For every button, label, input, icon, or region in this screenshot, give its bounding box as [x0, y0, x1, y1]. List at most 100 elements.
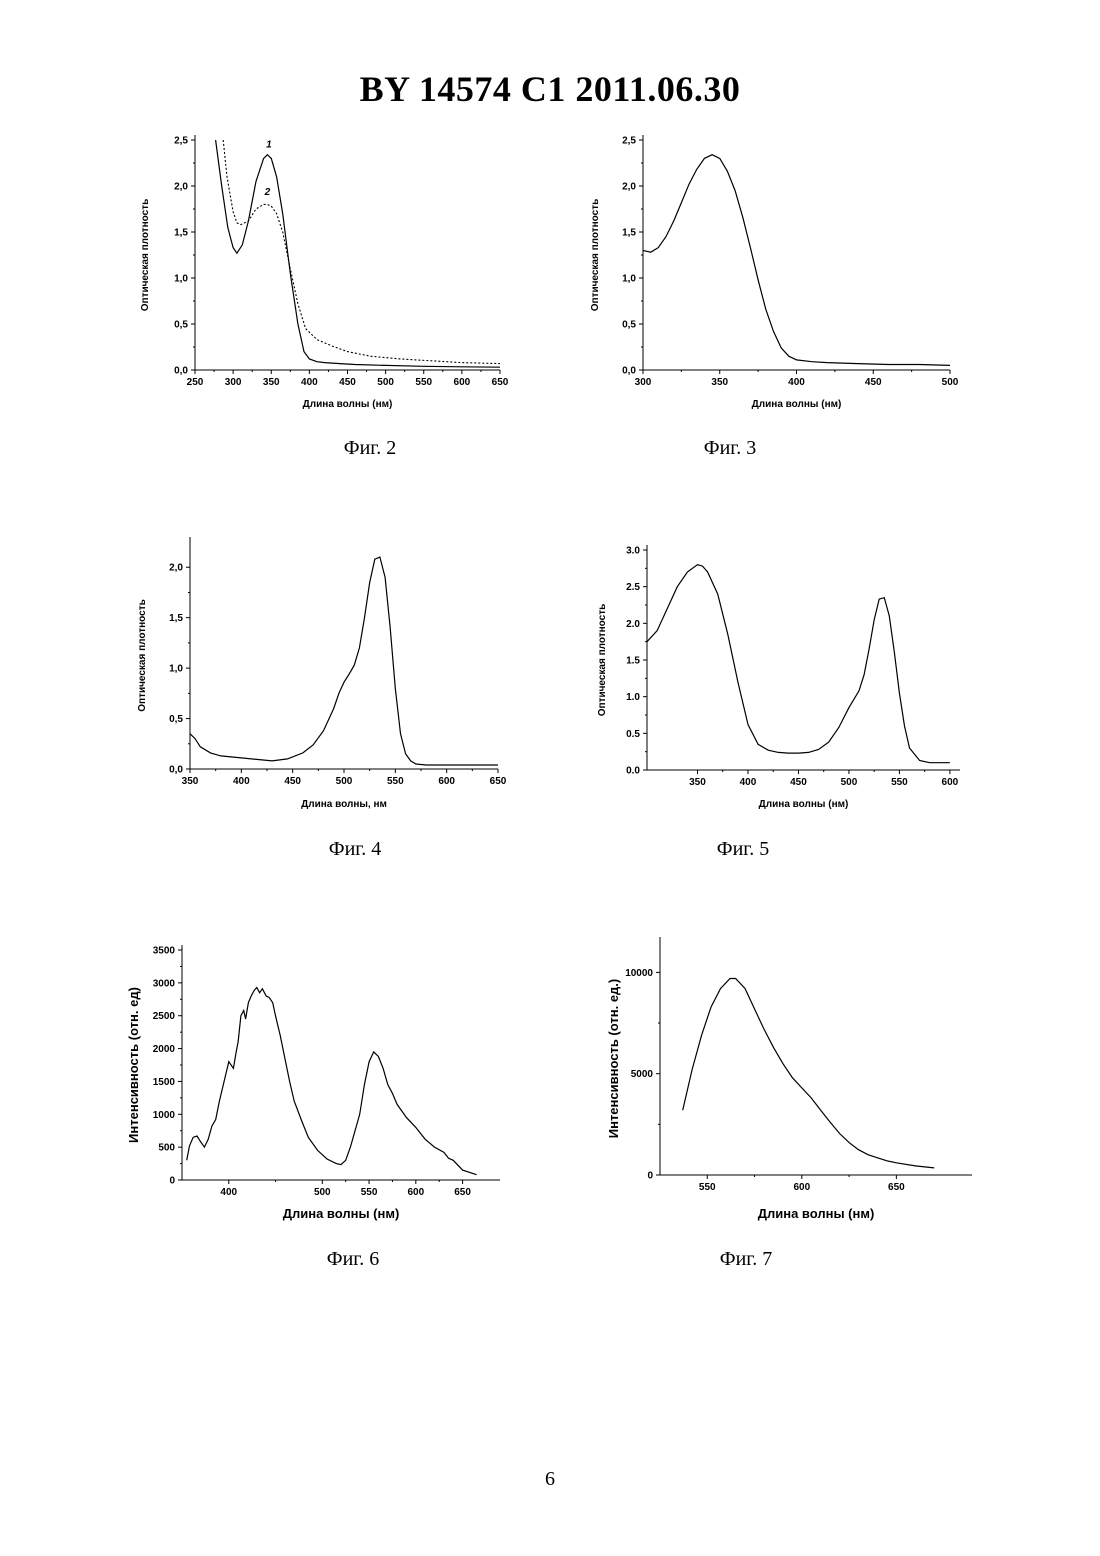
figure-2-chart: 2503003504004505005506006500,00,51,01,52… [120, 120, 520, 420]
fig6-y-tick-label: 3000 [153, 978, 176, 989]
fig3-x-tick-label: 350 [711, 377, 728, 388]
figure-6-svg: 4005005506006500500100015002000250030003… [120, 920, 520, 1240]
fig7-series-1-line [683, 979, 935, 1168]
fig3-y-axis-label: Оптическая плотность [590, 199, 601, 311]
fig5-x-tick-label: 350 [689, 777, 706, 788]
fig7-x-tick-label: 650 [888, 1182, 905, 1193]
fig7-y-axis-label: Интенсивность (отн. ед.) [606, 979, 621, 1139]
fig2-x-tick-label: 300 [225, 377, 242, 388]
fig4-x-axis-label: Длина волны, нм [301, 799, 387, 810]
fig6-x-tick-label: 550 [361, 1187, 378, 1198]
figure-6-chart: 4005005506006500500100015002000250030003… [120, 920, 520, 1240]
fig2-x-tick-label: 600 [454, 377, 471, 388]
fig3-y-tick-label: 1,0 [622, 274, 636, 285]
fig5-y-tick-label: 0.5 [626, 729, 640, 740]
fig4-y-tick-label: 1,0 [169, 664, 183, 675]
figure-5-caption: Фиг. 5 [673, 838, 813, 861]
figure-2-svg: 2503003504004505005506006500,00,51,01,52… [120, 120, 520, 420]
page-header-title: BY 14574 C1 2011.06.30 [0, 68, 1100, 110]
fig7-x-tick-label: 550 [699, 1182, 716, 1193]
fig5-y-tick-label: 1.0 [626, 692, 640, 703]
figure-6-caption: Фиг. 6 [283, 1248, 423, 1271]
fig5-y-tick-label: 2.0 [626, 619, 640, 630]
fig3-x-tick-label: 450 [865, 377, 882, 388]
fig6-x-tick-label: 600 [407, 1187, 424, 1198]
fig4-x-tick-label: 450 [284, 776, 301, 787]
fig2-x-tick-label: 650 [492, 377, 509, 388]
fig5-y-tick-label: 2.5 [626, 582, 640, 593]
fig2-x-tick-label: 450 [339, 377, 356, 388]
figure-5-chart: 350 400 450 500 550 600 0.0 0.5 1.0 1.5 2.0 2.5 3.0 Д… [570, 520, 970, 820]
figure-2-caption: Фиг. 2 [300, 437, 440, 460]
fig4-y-tick-label: 0,0 [169, 765, 183, 776]
figure-4-caption: Фиг. 4 [285, 838, 425, 861]
fig5-y-tick-label: 1.5 [626, 656, 640, 667]
fig5-y-axis-label: Оптическая плотность [597, 604, 608, 716]
figure-4-chart: 3504004505005506006500,00,51,01,52,0Длин… [120, 520, 520, 820]
fig2-y-tick-label: 1,0 [174, 274, 188, 285]
fig7-x-axis-label: Длина волны (нм) [758, 1206, 875, 1221]
fig2-y-tick-label: 0,0 [174, 366, 188, 377]
fig7-y-tick-label: 10000 [625, 968, 653, 979]
fig2-x-tick-label: 250 [187, 377, 204, 388]
fig4-x-tick-label: 350 [182, 776, 199, 787]
fig7-y-tick-label: 5000 [631, 1069, 654, 1080]
fig6-y-tick-label: 0 [169, 1176, 175, 1187]
fig2-series-2-line [223, 140, 500, 364]
fig6-y-axis-label: Интенсивность (отн. ед) [126, 987, 141, 1143]
fig6-x-axis-label: Длина волны (нм) [283, 1206, 400, 1221]
fig4-y-tick-label: 2,0 [169, 563, 183, 574]
fig2-y-axis-label: Оптическая плотность [140, 199, 151, 311]
fig2-y-tick-label: 0,5 [174, 320, 188, 331]
fig3-y-tick-label: 0,5 [622, 320, 636, 331]
figure-3-chart: 3003504004505000,00,51,01,52,02,5Длина в… [570, 120, 970, 420]
fig3-y-tick-label: 2,0 [622, 182, 636, 193]
fig2-x-axis-label: Длина волны (нм) [303, 399, 393, 410]
fig3-series-1-line [643, 155, 950, 366]
fig4-y-tick-label: 0,5 [169, 714, 183, 725]
figure-3-svg: 3003504004505000,00,51,01,52,02,5Длина в… [570, 120, 970, 420]
fig2-curve-label-1: 1 [266, 139, 272, 150]
fig4-y-axis-label: Оптическая плотность [137, 599, 148, 711]
fig3-y-tick-label: 0,0 [622, 366, 636, 377]
fig4-x-tick-label: 550 [387, 776, 404, 787]
fig4-x-tick-label: 500 [336, 776, 353, 787]
figure-3-caption: Фиг. 3 [660, 437, 800, 460]
fig5-y-tick-label: 0.0 [626, 766, 640, 777]
fig2-y-tick-label: 2,5 [174, 136, 188, 147]
fig2-y-tick-label: 1,5 [174, 228, 188, 239]
fig6-x-tick-label: 500 [314, 1187, 331, 1198]
fig5-x-axis-label: Длина волны (нм) [759, 799, 849, 810]
fig2-series-1-line [216, 140, 500, 367]
fig6-series-1-line [187, 988, 477, 1175]
figure-5-svg: 350 400 450 500 550 600 0.0 0.5 1.0 1.5 2.0 2.5 3.0 Д… [570, 520, 970, 820]
fig3-y-tick-label: 1,5 [622, 228, 636, 239]
fig3-x-axis-label: Длина волны (нм) [752, 399, 842, 410]
fig7-y-tick-label: 0 [647, 1171, 653, 1182]
fig4-x-tick-label: 600 [438, 776, 455, 787]
fig6-y-tick-label: 500 [158, 1143, 175, 1154]
fig6-y-tick-label: 1000 [153, 1110, 176, 1121]
fig5-x-tick-label: 500 [841, 777, 858, 788]
fig7-x-tick-label: 600 [793, 1182, 810, 1193]
fig2-curve-label-2: 2 [264, 187, 271, 198]
fig5-x-tick-label: 600 [942, 777, 959, 788]
fig5-x-tick-label: 400 [740, 777, 757, 788]
fig5-x-tick-label: 550 [891, 777, 908, 788]
figure-7-caption: Фиг. 7 [676, 1248, 816, 1271]
fig6-x-tick-label: 400 [220, 1187, 237, 1198]
figure-7-svg: 550 600 650 0 5000 10000 Длина волны (нм) Интен… [570, 920, 990, 1240]
fig3-x-tick-label: 400 [788, 377, 805, 388]
fig4-y-tick-label: 1,5 [169, 613, 183, 624]
fig5-x-tick-label: 450 [790, 777, 807, 788]
fig5-y-tick-label: 3.0 [626, 546, 640, 557]
figure-7-chart: 550 600 650 0 5000 10000 Длина волны (нм) Интен… [570, 920, 990, 1240]
fig4-series-1-line [190, 557, 498, 765]
fig2-x-tick-label: 500 [377, 377, 394, 388]
fig6-y-tick-label: 3500 [153, 946, 176, 957]
fig2-x-tick-label: 550 [415, 377, 432, 388]
figure-4-svg: 3504004505005506006500,00,51,01,52,0Длин… [120, 520, 520, 820]
fig6-x-tick-label: 650 [454, 1187, 471, 1198]
fig5-series-1-line [647, 565, 950, 763]
fig2-x-tick-label: 400 [301, 377, 318, 388]
